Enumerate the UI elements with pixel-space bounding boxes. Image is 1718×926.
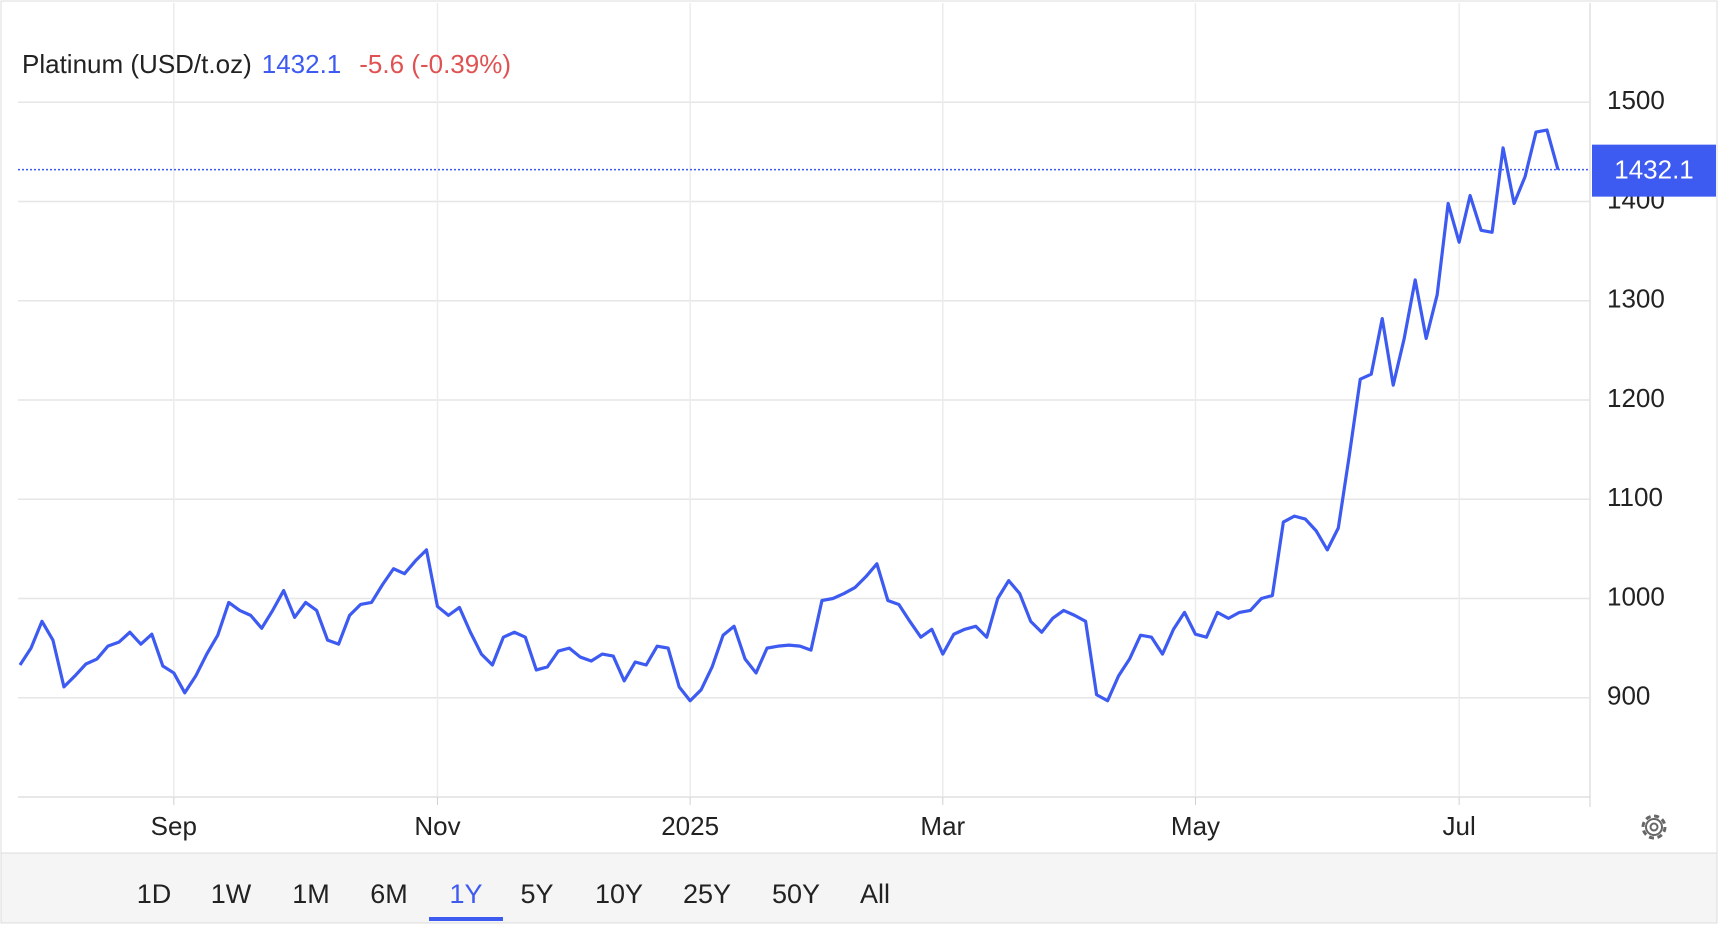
y-tick-label: 1300 (1607, 284, 1665, 314)
range-button[interactable]: 1D (137, 879, 172, 909)
settings-icon[interactable] (1641, 814, 1667, 840)
range-button[interactable]: 5Y (520, 879, 553, 909)
range-button[interactable]: 50Y (772, 879, 820, 909)
y-tick-label: 1200 (1607, 383, 1665, 413)
x-tick-label: May (1171, 811, 1220, 841)
x-tick-label: Sep (151, 811, 197, 841)
y-tick-label: 1000 (1607, 581, 1665, 611)
x-tick-label: Jul (1443, 811, 1476, 841)
range-bar (0, 852, 1718, 924)
range-button[interactable]: All (860, 879, 890, 909)
range-button[interactable]: 6M (370, 879, 408, 909)
range-button[interactable]: 1M (292, 879, 330, 909)
y-tick-label: 900 (1607, 681, 1650, 711)
range-button[interactable]: 25Y (683, 879, 731, 909)
last-price-label: 1432.1 (1614, 155, 1694, 185)
gear-teeth (1641, 814, 1667, 840)
x-tick-label: Nov (414, 811, 460, 841)
gear-body (1645, 818, 1663, 836)
header-price: 1432.1 (262, 49, 342, 79)
range-button[interactable]: 1W (211, 879, 252, 909)
range-underline (429, 917, 503, 921)
price-line (18, 128, 1560, 703)
chart-title: Platinum (USD/t.oz) (22, 49, 252, 79)
last-price-badge (1592, 144, 1716, 197)
x-tick-label: 2025 (661, 811, 719, 841)
range-button[interactable]: 1Y (449, 879, 482, 909)
header-change: -5.6 (-0.39%) (359, 49, 511, 79)
x-tick-label: Mar (920, 811, 965, 841)
y-tick-label: 1100 (1607, 482, 1663, 512)
range-button[interactable]: 10Y (595, 879, 643, 909)
gear-hole (1649, 822, 1659, 832)
y-tick-label: 1500 (1607, 85, 1665, 115)
